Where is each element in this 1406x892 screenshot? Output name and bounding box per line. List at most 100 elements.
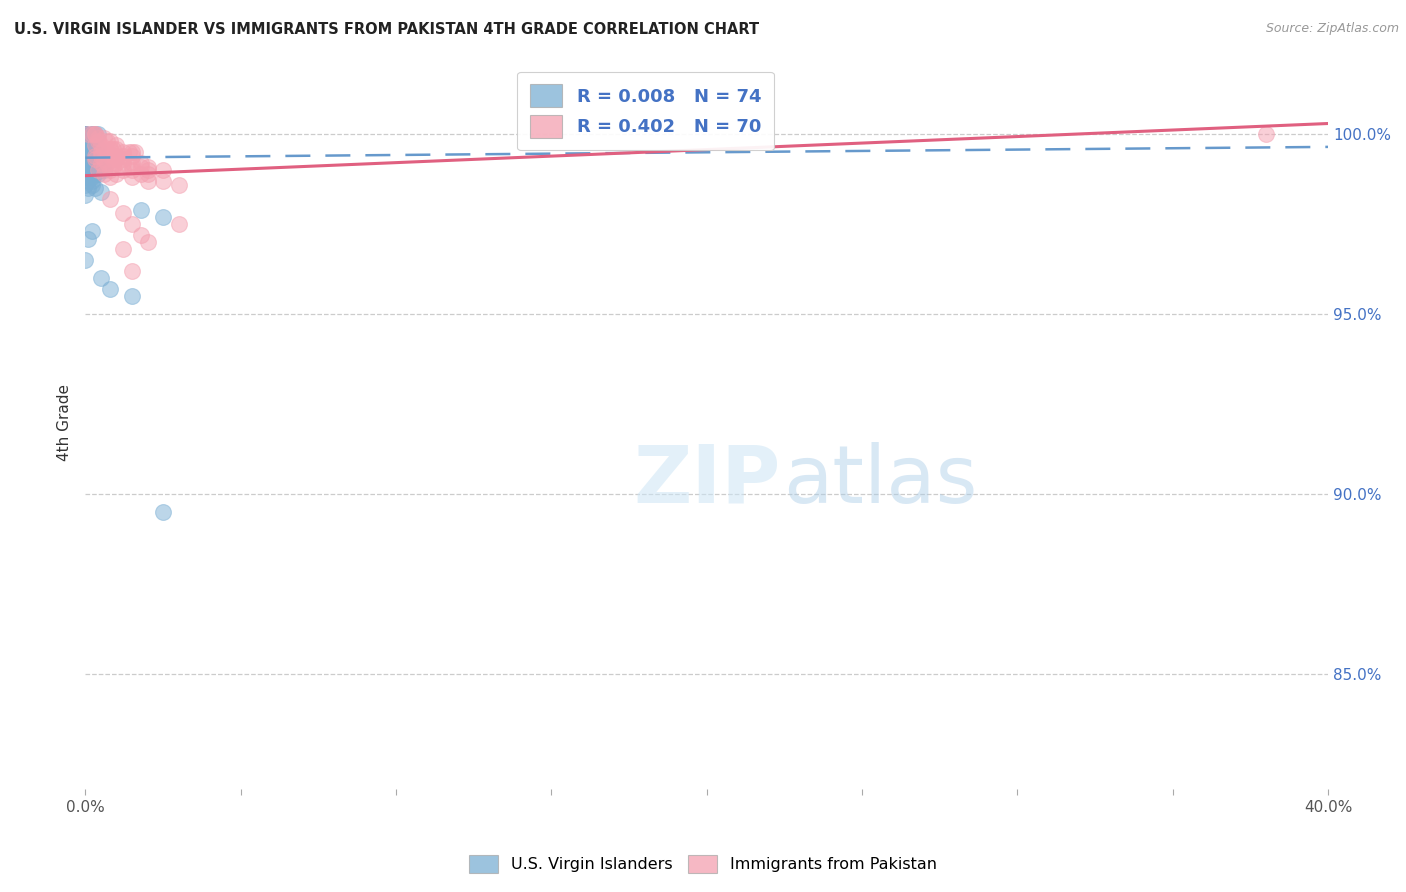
Point	[96, 156, 118, 170]
Point	[129, 202, 152, 217]
Point	[80, 224, 103, 238]
Point	[129, 228, 152, 243]
Point	[77, 160, 100, 174]
Point	[87, 131, 110, 145]
Point	[121, 264, 143, 278]
Point	[136, 235, 159, 250]
Point	[77, 232, 100, 246]
Point	[75, 128, 97, 142]
Point	[75, 253, 97, 268]
Y-axis label: 4th Grade: 4th Grade	[58, 384, 72, 460]
Text: U.S. VIRGIN ISLANDER VS IMMIGRANTS FROM PAKISTAN 4TH GRADE CORRELATION CHART: U.S. VIRGIN ISLANDER VS IMMIGRANTS FROM …	[14, 22, 759, 37]
Point	[93, 160, 115, 174]
Point	[90, 145, 112, 160]
Point	[75, 188, 97, 202]
Point	[77, 138, 100, 153]
Point	[77, 131, 100, 145]
Point	[87, 163, 110, 178]
Point	[111, 163, 134, 178]
Point	[87, 135, 110, 149]
Point	[83, 156, 105, 170]
Point	[121, 156, 143, 170]
Point	[90, 149, 112, 163]
Point	[80, 128, 103, 142]
Point	[96, 135, 118, 149]
Point	[121, 289, 143, 303]
Point	[75, 145, 97, 160]
Point	[121, 163, 143, 178]
Point	[98, 142, 121, 156]
Legend: R = 0.008   N = 74, R = 0.402   N = 70: R = 0.008 N = 74, R = 0.402 N = 70	[517, 71, 773, 151]
Point	[121, 170, 143, 185]
Point	[87, 167, 110, 181]
Point	[80, 163, 103, 178]
Point	[93, 131, 115, 145]
Point	[80, 145, 103, 160]
Point	[77, 135, 100, 149]
Point	[75, 153, 97, 167]
Point	[105, 167, 128, 181]
Point	[77, 174, 100, 188]
Point	[83, 149, 105, 163]
Point	[83, 138, 105, 153]
Point	[75, 128, 97, 142]
Point	[77, 153, 100, 167]
Point	[75, 128, 97, 142]
Point	[103, 160, 125, 174]
Point	[77, 149, 100, 163]
Point	[96, 145, 118, 160]
Point	[80, 135, 103, 149]
Point	[98, 282, 121, 296]
Point	[75, 163, 97, 178]
Point	[77, 167, 100, 181]
Point	[121, 160, 143, 174]
Point	[124, 145, 146, 160]
Point	[83, 128, 105, 142]
Point	[111, 243, 134, 257]
Point	[83, 138, 105, 153]
Point	[83, 153, 105, 167]
Point	[1254, 128, 1277, 142]
Point	[111, 149, 134, 163]
Point	[90, 271, 112, 285]
Point	[111, 145, 134, 160]
Point	[118, 145, 141, 160]
Point	[75, 160, 97, 174]
Point	[80, 149, 103, 163]
Point	[87, 128, 110, 142]
Point	[111, 153, 134, 167]
Point	[98, 163, 121, 178]
Point	[136, 174, 159, 188]
Point	[87, 153, 110, 167]
Point	[83, 145, 105, 160]
Point	[80, 167, 103, 181]
Point	[103, 153, 125, 167]
Point	[93, 153, 115, 167]
Point	[83, 160, 105, 174]
Point	[93, 163, 115, 178]
Point	[77, 142, 100, 156]
Point	[80, 153, 103, 167]
Point	[83, 128, 105, 142]
Point	[77, 156, 100, 170]
Point	[83, 131, 105, 145]
Point	[105, 149, 128, 163]
Text: Source: ZipAtlas.com: Source: ZipAtlas.com	[1265, 22, 1399, 36]
Point	[136, 160, 159, 174]
Point	[75, 128, 97, 142]
Point	[87, 149, 110, 163]
Point	[121, 217, 143, 231]
Point	[83, 142, 105, 156]
Point	[80, 128, 103, 142]
Point	[121, 149, 143, 163]
Text: ZIP: ZIP	[633, 442, 780, 520]
Point	[105, 156, 128, 170]
Point	[90, 163, 112, 178]
Point	[80, 170, 103, 185]
Point	[77, 163, 100, 178]
Point	[75, 167, 97, 181]
Point	[93, 167, 115, 181]
Legend: U.S. Virgin Islanders, Immigrants from Pakistan: U.S. Virgin Islanders, Immigrants from P…	[463, 848, 943, 880]
Point	[90, 138, 112, 153]
Point	[136, 163, 159, 178]
